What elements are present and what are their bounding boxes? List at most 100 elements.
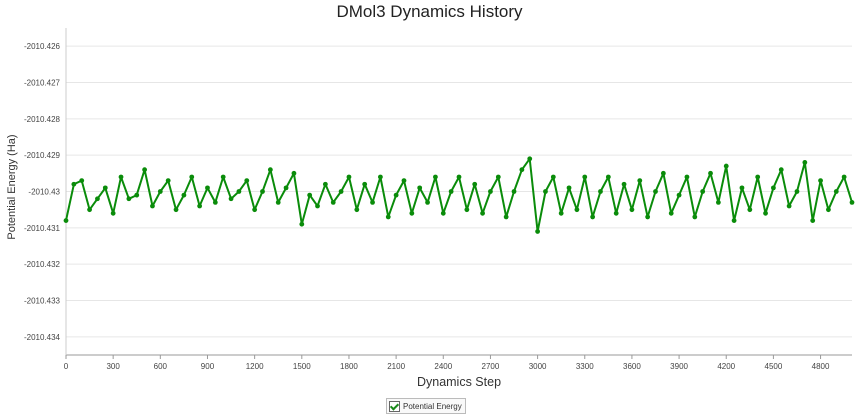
data-point (605, 174, 611, 180)
data-point (645, 214, 651, 220)
data-point (849, 200, 855, 205)
x-tick-label: 300 (106, 362, 120, 371)
data-point (425, 200, 430, 205)
chart-title: DMol3 Dynamics History (336, 2, 523, 21)
data-point (385, 214, 391, 220)
data-point (480, 210, 485, 216)
data-point (181, 192, 187, 198)
x-tick-label: 2400 (434, 362, 452, 371)
data-point (118, 174, 124, 180)
data-point (197, 203, 203, 209)
data-point (543, 189, 548, 194)
data-point (283, 185, 289, 191)
data-point (676, 192, 682, 198)
data-point (338, 189, 344, 194)
data-point (723, 163, 729, 169)
data-point (527, 156, 533, 162)
data-point (692, 214, 698, 220)
y-tick-label: -2010.427 (24, 79, 61, 88)
x-tick-label: 3900 (670, 362, 688, 371)
data-point (566, 185, 572, 191)
data-point (346, 174, 352, 180)
legend-item-potential-energy[interactable]: Potential Energy (386, 398, 466, 414)
x-tick-label: 1200 (246, 362, 264, 371)
x-tick-label: 4500 (765, 362, 783, 371)
data-point (417, 185, 423, 191)
data-point (244, 178, 250, 184)
data-point (771, 185, 776, 191)
data-point (629, 207, 635, 213)
y-tick-label: -2010.431 (24, 224, 61, 233)
x-tick-label: 2100 (387, 362, 405, 371)
data-point (362, 181, 368, 187)
data-point (260, 189, 265, 194)
legend-checkbox-icon[interactable] (389, 400, 400, 412)
data-point (841, 174, 847, 180)
x-tick-label: 4200 (717, 362, 735, 371)
x-tick-label: 0 (64, 362, 69, 371)
data-point (63, 218, 69, 223)
legend-label: Potential Energy (403, 401, 462, 411)
data-point (409, 210, 415, 216)
data-point (110, 210, 116, 216)
data-point (165, 178, 171, 184)
data-point (126, 196, 132, 202)
data-point (307, 192, 313, 198)
data-point (440, 210, 446, 216)
x-tick-label: 600 (154, 362, 168, 371)
grid-lines (66, 45, 852, 338)
y-tick-labels: -2010.426 -2010.427 -2010.428 -2010.429 -201… (24, 42, 61, 342)
x-tick-label: 1800 (340, 362, 358, 371)
data-point (464, 207, 470, 213)
data-point (71, 181, 77, 187)
data-point (660, 170, 666, 176)
data-point (519, 167, 525, 173)
y-tick-label: -2010.43 (28, 188, 60, 197)
data-point (220, 174, 226, 180)
data-point (778, 167, 784, 173)
data-point (763, 210, 768, 216)
x-tick-labels: 0 300 600 900 1200 1500 1800 2100 2400 2700 3000 33… (64, 355, 830, 371)
y-axis-label: Potential Energy (Ha) (6, 134, 18, 240)
x-tick-label: 3300 (576, 362, 594, 371)
data-point (134, 192, 140, 198)
x-tick-label: 3600 (623, 362, 641, 371)
data-point (79, 178, 85, 184)
data-point (637, 178, 643, 184)
data-point (535, 229, 540, 234)
x-tick-label: 3000 (529, 362, 547, 371)
data-point (684, 174, 690, 180)
data-point (700, 189, 706, 194)
data-point (275, 200, 281, 205)
y-tick-label: -2010.432 (24, 260, 61, 269)
data-point (142, 167, 148, 173)
data-point (598, 189, 603, 194)
data-point (252, 207, 258, 213)
data-point (495, 174, 501, 180)
data-point (299, 221, 305, 227)
y-tick-label: -2010.426 (24, 42, 61, 51)
data-point (322, 181, 328, 187)
data-point (448, 189, 454, 194)
data-point (102, 185, 108, 191)
data-point (833, 189, 839, 194)
data-point (818, 178, 823, 184)
data-point (558, 210, 564, 216)
data-point (291, 170, 297, 176)
data-point (370, 200, 375, 205)
data-point (267, 167, 273, 173)
data-point (621, 181, 627, 187)
data-point (582, 174, 588, 180)
data-point (794, 189, 800, 194)
data-point (653, 189, 658, 194)
data-point (189, 174, 195, 180)
data-point (550, 174, 556, 180)
data-point (574, 207, 580, 213)
data-point (786, 203, 792, 209)
data-point (173, 207, 179, 213)
data-point (715, 200, 721, 205)
data-point (330, 200, 336, 205)
y-tick-label: -2010.429 (24, 151, 61, 160)
data-point (87, 207, 92, 213)
